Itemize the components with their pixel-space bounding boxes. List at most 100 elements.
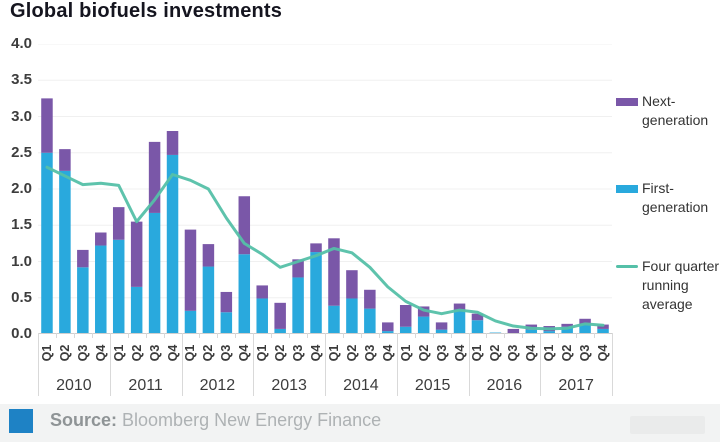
quarter-tick bbox=[342, 333, 344, 338]
bar-first-generation bbox=[435, 329, 448, 334]
bar-first-generation bbox=[471, 320, 484, 335]
y-tick-label: 2.5 bbox=[11, 143, 32, 161]
quarter-tick bbox=[450, 333, 452, 338]
bar-next-generation bbox=[184, 229, 197, 311]
year-separator bbox=[109, 333, 111, 396]
x-tick-quarter: Q2 bbox=[129, 344, 144, 362]
bar-next-generation bbox=[453, 303, 466, 311]
bar-first-generation bbox=[597, 328, 609, 335]
y-tick-label: 1.5 bbox=[11, 216, 32, 234]
x-tick-quarter: Q4 bbox=[380, 344, 395, 362]
year-separator bbox=[181, 333, 183, 396]
source-label: Source: bbox=[50, 410, 118, 430]
x-tick-quarter: Q1 bbox=[39, 344, 54, 362]
quarter-tick bbox=[486, 333, 488, 338]
legend-item-next-generation: Next-generation bbox=[616, 92, 720, 130]
year-separator bbox=[253, 333, 255, 396]
bar-next-generation bbox=[274, 302, 286, 329]
x-tick-year: 2012 bbox=[199, 377, 236, 394]
x-tick-year: 2017 bbox=[558, 377, 594, 394]
bar-first-generation bbox=[184, 310, 197, 334]
chart-title: Global biofuels investments bbox=[10, 0, 283, 22]
bar-first-generation bbox=[292, 277, 304, 334]
bar-next-generation bbox=[579, 318, 591, 324]
bar-next-generation bbox=[256, 285, 268, 299]
first-generation-swatch bbox=[616, 185, 638, 193]
bar-next-generation bbox=[220, 291, 233, 313]
quarter-tick bbox=[55, 333, 57, 338]
quarter-tick bbox=[91, 333, 93, 338]
x-tick-quarter: Q2 bbox=[201, 344, 216, 362]
bar-next-generation bbox=[148, 141, 161, 213]
bar-next-generation bbox=[471, 313, 484, 321]
y-tick-label: 1.0 bbox=[11, 252, 32, 270]
quarter-tick bbox=[73, 333, 75, 338]
y-tick-label: 3.5 bbox=[11, 71, 32, 89]
bar-next-generation bbox=[382, 322, 394, 332]
year-separator bbox=[325, 333, 326, 396]
bar-first-generation bbox=[112, 239, 125, 334]
x-tick-quarter: Q4 bbox=[309, 344, 324, 362]
bar-first-generation bbox=[220, 312, 233, 334]
bar-first-generation bbox=[417, 316, 430, 334]
x-tick-quarter: Q3 bbox=[362, 344, 377, 362]
bar-first-generation bbox=[543, 331, 555, 334]
x-tick-quarter: Q2 bbox=[273, 344, 288, 362]
bar-next-generation bbox=[346, 270, 358, 299]
x-tick-quarter: Q1 bbox=[542, 344, 557, 362]
x-tick-quarter: Q3 bbox=[291, 344, 306, 362]
x-tick-quarter: Q1 bbox=[111, 344, 126, 362]
x-tick-quarter: Q4 bbox=[452, 344, 467, 362]
bar-first-generation bbox=[130, 286, 143, 335]
bar-first-generation bbox=[41, 152, 53, 334]
x-axis-years: 2010 2011 2012 2013 2014 2015 2016 2017 bbox=[38, 376, 612, 396]
bar-first-generation bbox=[310, 252, 322, 334]
x-tick-year: 2016 bbox=[486, 377, 523, 394]
bar-first-generation bbox=[238, 254, 251, 334]
x-tick-year: 2015 bbox=[414, 377, 451, 394]
bar-first-generation bbox=[364, 308, 376, 335]
bar-next-generation bbox=[561, 323, 573, 327]
x-tick-quarter: Q4 bbox=[237, 344, 252, 362]
x-tick-quarter: Q3 bbox=[578, 344, 593, 362]
quarter-tick bbox=[217, 333, 219, 338]
bar-next-generation bbox=[310, 243, 322, 253]
x-tick-quarter: Q4 bbox=[596, 344, 611, 362]
bar-first-generation bbox=[382, 331, 394, 334]
bar-next-generation bbox=[292, 259, 304, 278]
x-tick-quarter: Q1 bbox=[398, 344, 413, 362]
year-separator bbox=[38, 333, 39, 396]
quarter-tick bbox=[271, 333, 273, 338]
x-tick-quarter: Q1 bbox=[255, 344, 270, 362]
x-tick-quarter: Q3 bbox=[506, 344, 521, 362]
quarter-tick bbox=[127, 333, 129, 338]
year-separator bbox=[612, 333, 613, 396]
x-tick-quarter: Q1 bbox=[470, 344, 485, 362]
bar-first-generation bbox=[399, 326, 412, 334]
x-tick-quarter: Q3 bbox=[434, 344, 449, 362]
bar-next-generation bbox=[328, 238, 340, 306]
plot-svg bbox=[38, 43, 612, 335]
source-text: Source: Bloomberg New Energy Finance bbox=[50, 410, 381, 431]
legend-item-first-generation: First-generation bbox=[616, 179, 720, 217]
quarter-tick bbox=[360, 333, 362, 338]
y-tick-label: 4.0 bbox=[11, 35, 32, 52]
bar-first-generation bbox=[525, 329, 538, 334]
source-logo-square bbox=[9, 409, 33, 433]
y-tick-label: 0.5 bbox=[11, 288, 32, 306]
bar-next-generation bbox=[507, 328, 520, 334]
quarter-tick bbox=[163, 333, 165, 338]
bar-first-generation bbox=[202, 266, 215, 334]
year-separator bbox=[468, 333, 470, 396]
y-tick-label: 0.0 bbox=[11, 325, 32, 342]
x-tick-quarter: Q2 bbox=[416, 344, 431, 362]
bar-first-generation bbox=[453, 310, 466, 334]
x-tick-quarter: Q4 bbox=[524, 344, 539, 362]
legend-label: First-generation bbox=[642, 180, 709, 215]
x-tick-quarter: Q2 bbox=[488, 344, 503, 362]
source-bar: Source: Bloomberg New Energy Finance bbox=[0, 404, 720, 442]
bar-next-generation bbox=[399, 305, 412, 327]
bar-next-generation bbox=[238, 196, 251, 255]
x-tick-year: 2010 bbox=[56, 377, 92, 394]
